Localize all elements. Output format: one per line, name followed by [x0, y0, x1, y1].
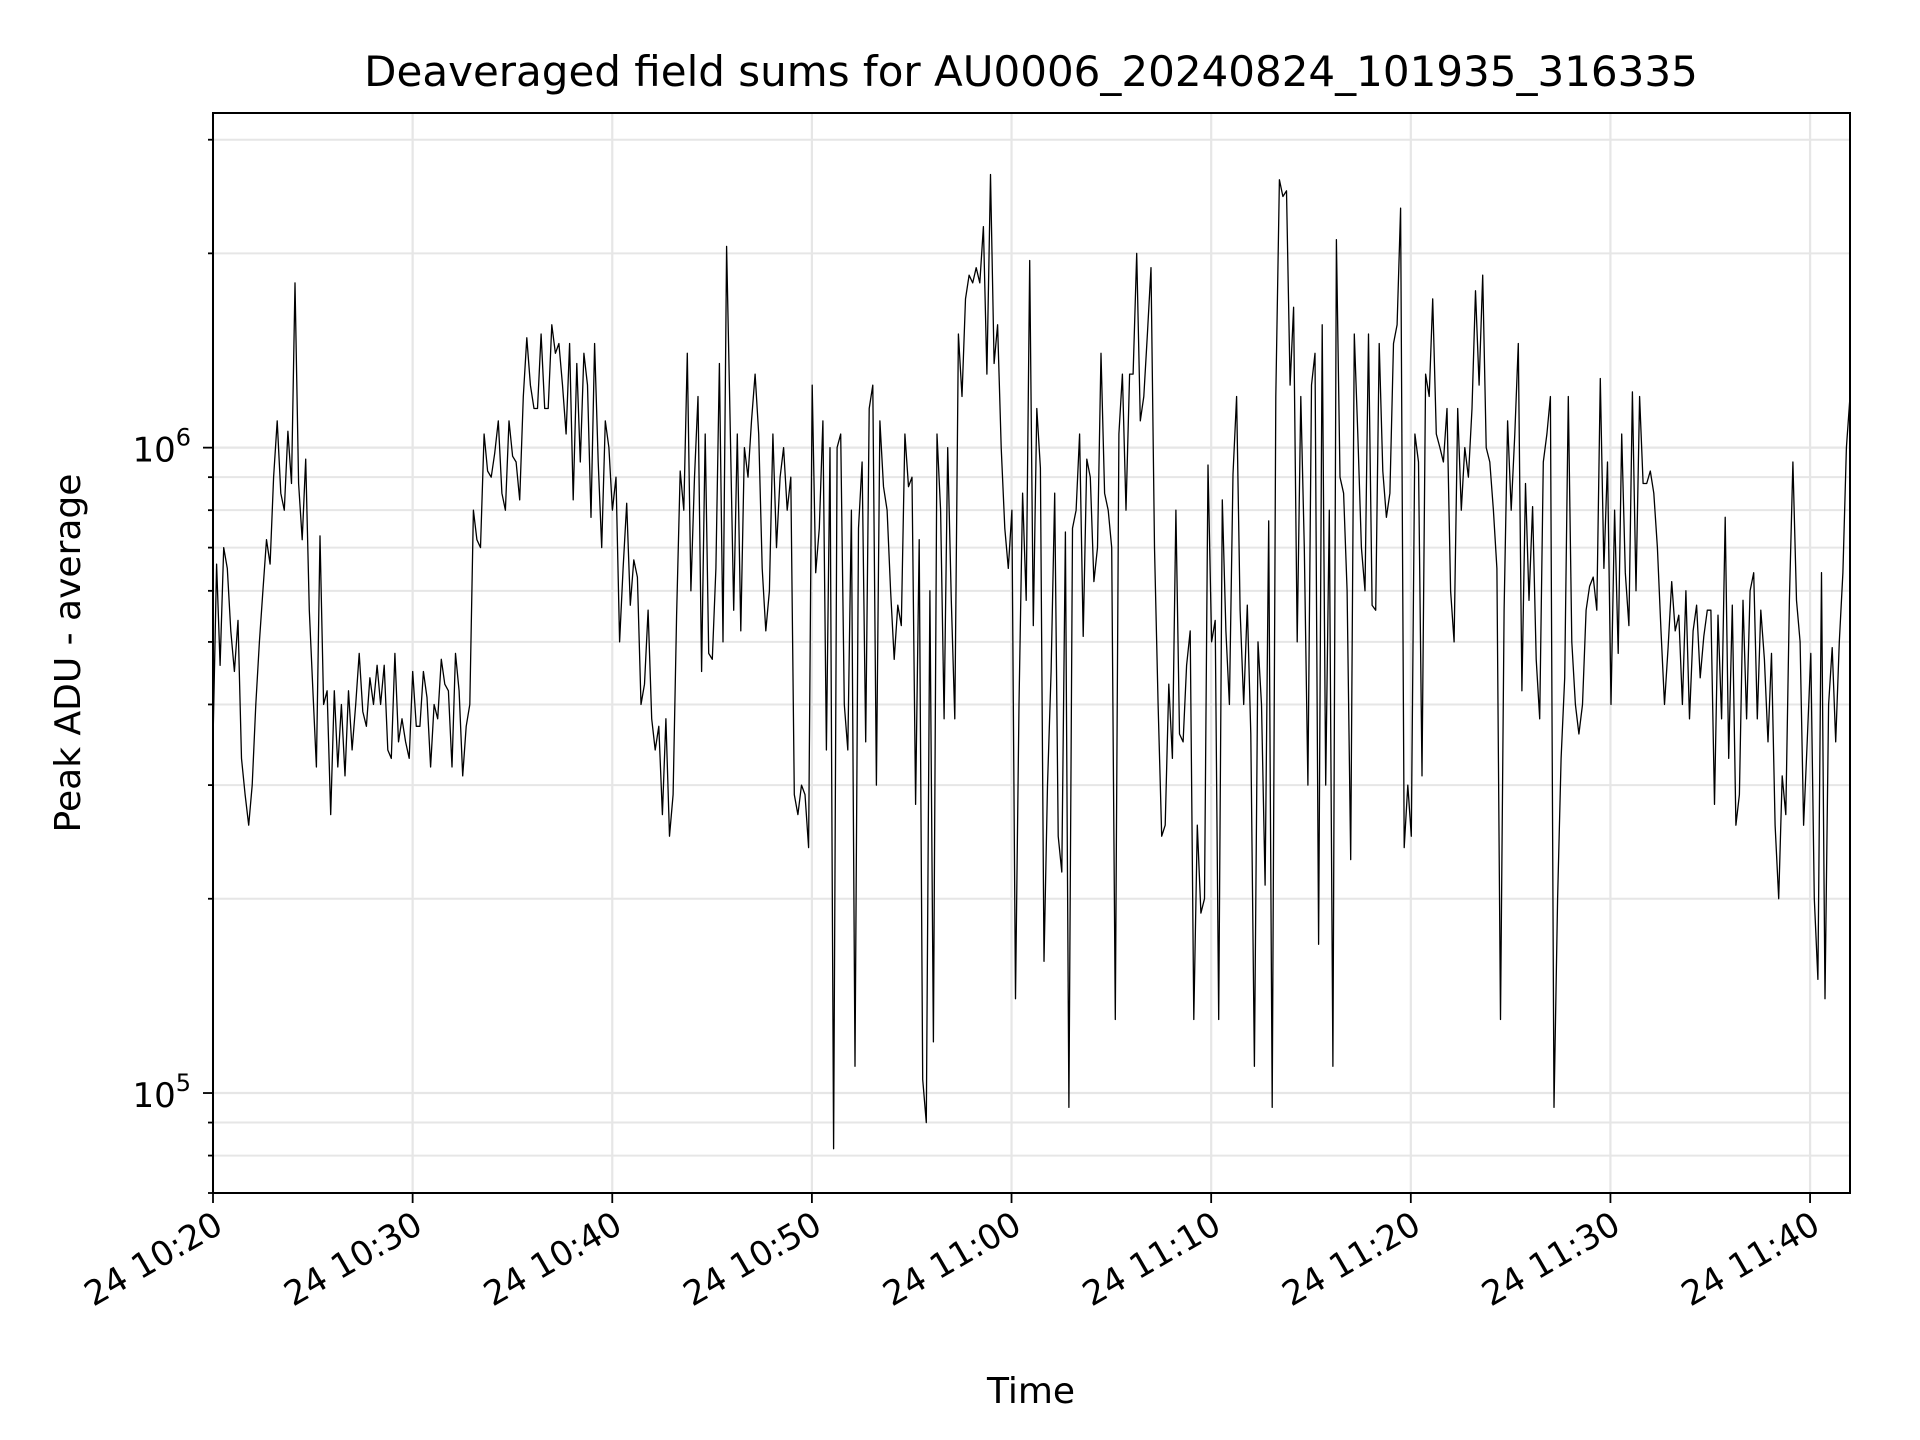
x-tick-label: 24 10:30: [277, 1204, 429, 1315]
x-tick-label: 24 11:20: [1276, 1204, 1428, 1315]
grid: [211, 113, 1850, 1194]
x-axis-label: Time: [986, 1371, 1075, 1412]
x-tick-labels: 24 10:20 24 10:30 24 10:40 24 10:50 24 11:00…: [78, 1204, 1827, 1315]
y-tick-label: 106: [132, 424, 191, 471]
series-line-0: [212, 173, 1851, 1150]
y-axis-label: Peak ADU - average: [48, 474, 89, 833]
x-tick-label: 24 11:30: [1475, 1204, 1627, 1315]
chart-title: Deaveraged field sums for AU0006_2024082…: [364, 47, 1698, 96]
series-layer: [212, 173, 1851, 1150]
x-tick-label: 24 10:20: [78, 1204, 230, 1315]
ticks: [203, 138, 1811, 1203]
plot-frame: [212, 112, 1851, 1194]
x-tick-label: 24 11:10: [1076, 1204, 1228, 1315]
x-tick-label: 24 10:50: [677, 1204, 829, 1315]
x-tick-label: 24 11:00: [876, 1204, 1028, 1315]
y-tick-labels: 105 106: [132, 424, 191, 1116]
y-tick-label: 105: [132, 1069, 191, 1116]
x-tick-label: 24 11:40: [1675, 1204, 1827, 1315]
x-tick-label: 24 10:40: [477, 1204, 629, 1315]
